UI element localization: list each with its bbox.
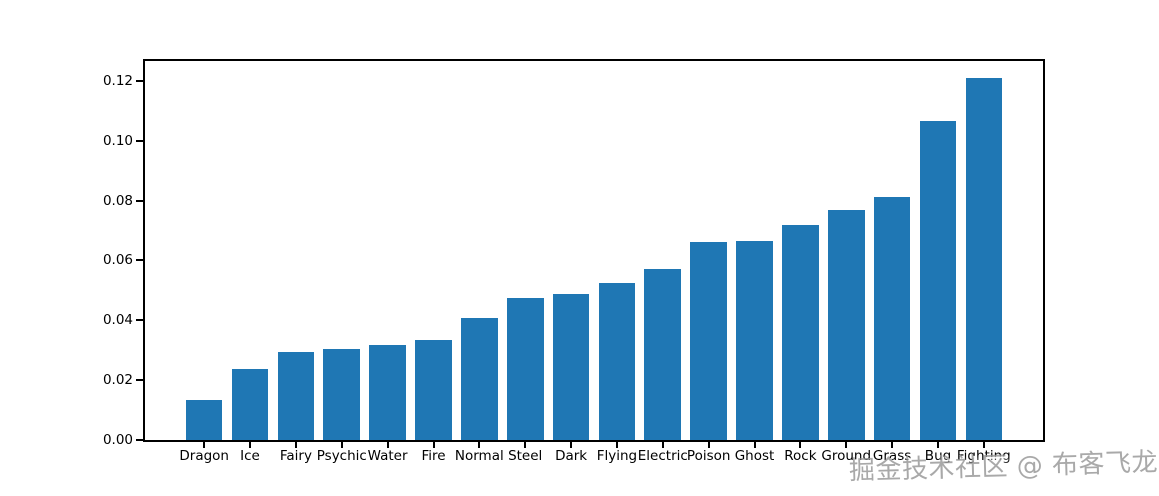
x-tick-mark bbox=[661, 442, 664, 448]
y-tick-label: 0.02 bbox=[102, 372, 133, 389]
bar-dragon bbox=[185, 399, 223, 440]
x-tick-mark bbox=[203, 442, 206, 448]
bar-electric bbox=[644, 269, 682, 440]
x-tick-label: Ice bbox=[240, 448, 260, 464]
bar-dark bbox=[552, 293, 590, 440]
x-tick-mark bbox=[386, 442, 389, 448]
bar-fairy bbox=[277, 351, 315, 440]
bar-bug bbox=[919, 120, 957, 440]
bar-psychic bbox=[323, 349, 361, 440]
x-tick-mark bbox=[570, 442, 573, 448]
bar-rock bbox=[782, 225, 819, 440]
x-tick-label: Fighting bbox=[956, 448, 1011, 464]
bar-steel bbox=[506, 298, 544, 440]
y-tick-mark bbox=[136, 379, 143, 382]
x-tick-mark bbox=[845, 442, 848, 448]
bar-water bbox=[369, 345, 406, 440]
x-tick-label: Bug bbox=[924, 448, 952, 464]
bar-fighting bbox=[965, 78, 1003, 440]
y-tick-mark bbox=[136, 139, 143, 142]
x-tick-mark bbox=[982, 442, 985, 448]
x-tick-label: Rock bbox=[784, 448, 817, 464]
bar-ghost bbox=[736, 240, 773, 440]
x-tick-mark bbox=[524, 442, 527, 448]
x-tick-label: Fairy bbox=[279, 448, 312, 464]
y-tick-mark bbox=[136, 439, 143, 441]
x-tick-label: Fire bbox=[421, 448, 446, 464]
x-tick-label: Ground bbox=[821, 448, 872, 464]
x-tick-label: Electric bbox=[637, 448, 688, 464]
y-tick-label: 0.10 bbox=[102, 132, 133, 149]
bar-normal bbox=[461, 317, 498, 440]
x-tick-label: Steel bbox=[508, 448, 543, 464]
x-tick-label: Poison bbox=[686, 448, 731, 464]
bar-ice bbox=[231, 369, 269, 440]
bar-flying bbox=[598, 283, 636, 440]
plot-area bbox=[143, 59, 1045, 442]
x-tick-mark bbox=[799, 442, 802, 448]
y-tick-label: 0.12 bbox=[102, 72, 133, 89]
x-tick-mark bbox=[432, 442, 435, 448]
x-tick-label: Psychic bbox=[316, 448, 367, 464]
y-tick-label: 0.00 bbox=[102, 432, 133, 448]
y-tick-mark bbox=[136, 199, 143, 202]
x-tick-mark bbox=[294, 442, 297, 448]
x-tick-mark bbox=[707, 442, 710, 448]
x-tick-mark bbox=[478, 442, 481, 448]
bar-grass bbox=[873, 196, 911, 440]
x-tick-mark bbox=[891, 442, 894, 448]
y-tick-mark bbox=[136, 79, 143, 82]
x-tick-mark bbox=[249, 442, 251, 448]
x-tick-label: Dragon bbox=[179, 448, 229, 464]
x-tick-mark bbox=[615, 442, 618, 448]
x-tick-label: Ghost bbox=[734, 448, 775, 464]
x-tick-label: Water bbox=[367, 448, 408, 464]
x-tick-label: Flying bbox=[596, 448, 638, 464]
y-tick-label: 0.08 bbox=[102, 192, 133, 209]
bar-fire bbox=[415, 340, 452, 440]
x-tick-label: Dark bbox=[555, 448, 588, 464]
y-tick-label: 0.06 bbox=[102, 252, 133, 269]
x-tick-mark bbox=[937, 442, 939, 448]
y-tick-mark bbox=[136, 259, 143, 262]
bar-ground bbox=[827, 210, 865, 440]
y-tick-label: 0.04 bbox=[102, 312, 133, 329]
x-tick-label: Normal bbox=[454, 448, 504, 464]
x-tick-mark bbox=[340, 442, 343, 448]
y-tick-mark bbox=[136, 319, 143, 322]
bar-poison bbox=[690, 242, 727, 440]
x-tick-label: Grass bbox=[872, 448, 912, 464]
x-tick-mark bbox=[753, 442, 756, 448]
